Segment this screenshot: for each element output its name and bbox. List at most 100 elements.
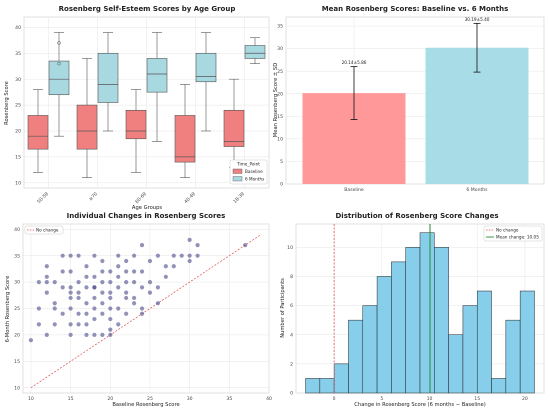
scatter-point xyxy=(84,332,89,338)
scatter-point xyxy=(44,279,49,285)
scatter-ytick-label: 20 xyxy=(14,333,20,339)
scatter-point xyxy=(52,301,57,306)
scatter-point xyxy=(76,311,81,316)
scatter-point xyxy=(195,243,200,248)
scatter-point xyxy=(68,290,73,295)
hist-title: Distribution of Rosenberg Score Changes xyxy=(336,212,499,220)
scatter-point xyxy=(155,301,161,306)
scatter-point xyxy=(76,322,81,327)
boxplot-ytick-label: 20 xyxy=(15,129,21,135)
scatter-point xyxy=(108,306,113,311)
scatter-point xyxy=(139,311,145,316)
scatter-ytick-label: 15 xyxy=(14,359,20,365)
bar-panel: Mean Rosenberg Scores: Baseline vs. 6 Mo… xyxy=(273,5,545,193)
scatter-point xyxy=(124,290,129,295)
scatter-point xyxy=(68,322,73,327)
hist-bar xyxy=(319,378,335,394)
scatter-legend-frame xyxy=(24,225,64,235)
scatter-point xyxy=(155,285,161,290)
scatter-point xyxy=(84,264,89,269)
scatter-point xyxy=(179,253,184,258)
scatter-point xyxy=(44,264,49,269)
scatter-point xyxy=(92,253,97,258)
scatter-ytick-label: 40 xyxy=(14,227,20,233)
scatter-point xyxy=(44,332,49,338)
hist-bar xyxy=(462,305,478,394)
boxplot-box xyxy=(97,52,119,103)
scatter-point xyxy=(92,274,97,279)
scatter-point xyxy=(124,269,129,274)
hist-bar xyxy=(348,319,364,394)
scatter-point xyxy=(163,264,168,269)
boxplot-box xyxy=(27,115,49,150)
scatter-xtick-label: 40 xyxy=(266,396,272,402)
boxplot-box xyxy=(48,60,70,96)
scatter-point xyxy=(100,269,105,274)
scatter-xtick-label: 20 xyxy=(107,396,113,402)
scatter-point xyxy=(108,290,113,295)
hist-panel: Distribution of Rosenberg Score Changes … xyxy=(280,212,545,408)
scatter-point xyxy=(187,258,192,264)
bar-ytick-label: 20 xyxy=(277,91,283,97)
boxplot-title: Rosenberg Self-Esteem Scores by Age Grou… xyxy=(59,5,236,13)
scatter-xtick-label: 35 xyxy=(226,396,232,402)
scatter-point xyxy=(108,327,113,332)
hist-ylabel: Number of Participants xyxy=(280,278,286,338)
bar-ytick-label: 15 xyxy=(277,114,283,120)
bar-marks: 0 5 10 15 20 25 30 35 20.14±5.86 Baseline 30.19±5.… xyxy=(277,17,544,193)
boxplot-xtick-label: 40-49 xyxy=(183,191,197,205)
scatter-point xyxy=(52,279,57,285)
bar-xtick-label: 6 Months xyxy=(466,187,488,193)
scatter-point xyxy=(116,274,121,279)
boxplot-outlier xyxy=(57,41,61,45)
hist-ytick-label: 0 xyxy=(290,391,293,397)
bar-ylabel: Mean Rosenberg Score ± SD xyxy=(273,63,279,137)
hist-bar xyxy=(434,247,449,394)
boxplot-box xyxy=(244,45,266,59)
scatter-point xyxy=(243,243,248,248)
scatter-point xyxy=(155,253,161,258)
scatter-point xyxy=(116,264,121,269)
hist-bar xyxy=(448,334,464,394)
scatter-point xyxy=(124,279,129,285)
hist-xtick-label: 15 xyxy=(474,396,480,402)
scatter-point xyxy=(116,322,121,327)
scatter-point xyxy=(108,279,113,285)
scatter-point xyxy=(28,338,34,343)
boxplot-ylabel: Rosenberg Score xyxy=(4,81,10,125)
boxplot-box xyxy=(174,115,196,163)
scatter-point xyxy=(131,253,137,258)
scatter-point xyxy=(68,285,73,290)
scatter-point xyxy=(147,258,153,264)
scatter-point xyxy=(84,311,89,316)
boxplot-legend-swatch-baseline xyxy=(232,168,243,174)
boxplot-ytick-label: 30 xyxy=(15,77,21,83)
bar-ytick-label: 0 xyxy=(280,182,283,188)
hist-bar xyxy=(419,232,435,394)
hist-bar xyxy=(376,276,392,394)
hist-bar xyxy=(505,319,521,394)
scatter-point xyxy=(60,285,65,290)
scatter-point xyxy=(163,274,168,279)
boxplot-panel: Rosenberg Self-Esteem Scores by Age Grou… xyxy=(4,5,270,211)
hist-bar xyxy=(391,261,406,394)
boxplot-legend-label-6months: 6 Months xyxy=(245,176,264,181)
scatter-point xyxy=(36,306,41,311)
scatter-ylabel: 6-Month Rosenberg Score xyxy=(5,276,11,343)
hist-legend-frame xyxy=(483,225,543,242)
boxplot-legend-title: Time_Point xyxy=(236,162,260,167)
bar-value-label: 30.19±5.40 xyxy=(465,17,490,22)
hist-xtick-label: 10 xyxy=(427,396,433,402)
scatter-point xyxy=(116,253,121,258)
boxplot-marks: 10 15 20 25 30 35 40 50-59 ≥70 60-69 40-49 18-39 xyxy=(15,17,269,205)
boxplot-legend-label-baseline: Baseline xyxy=(245,169,263,174)
boxplot-box xyxy=(76,104,98,150)
scatter-point xyxy=(131,301,137,306)
hist-bar xyxy=(476,290,492,394)
bar-value-label: 20.14±5.86 xyxy=(342,60,367,65)
scatter-point xyxy=(131,279,137,285)
bar-title: Mean Rosenberg Scores: Baseline vs. 6 Mo… xyxy=(322,5,509,13)
scatter-ytick-label: 25 xyxy=(14,306,20,312)
scatter-point xyxy=(131,295,137,301)
